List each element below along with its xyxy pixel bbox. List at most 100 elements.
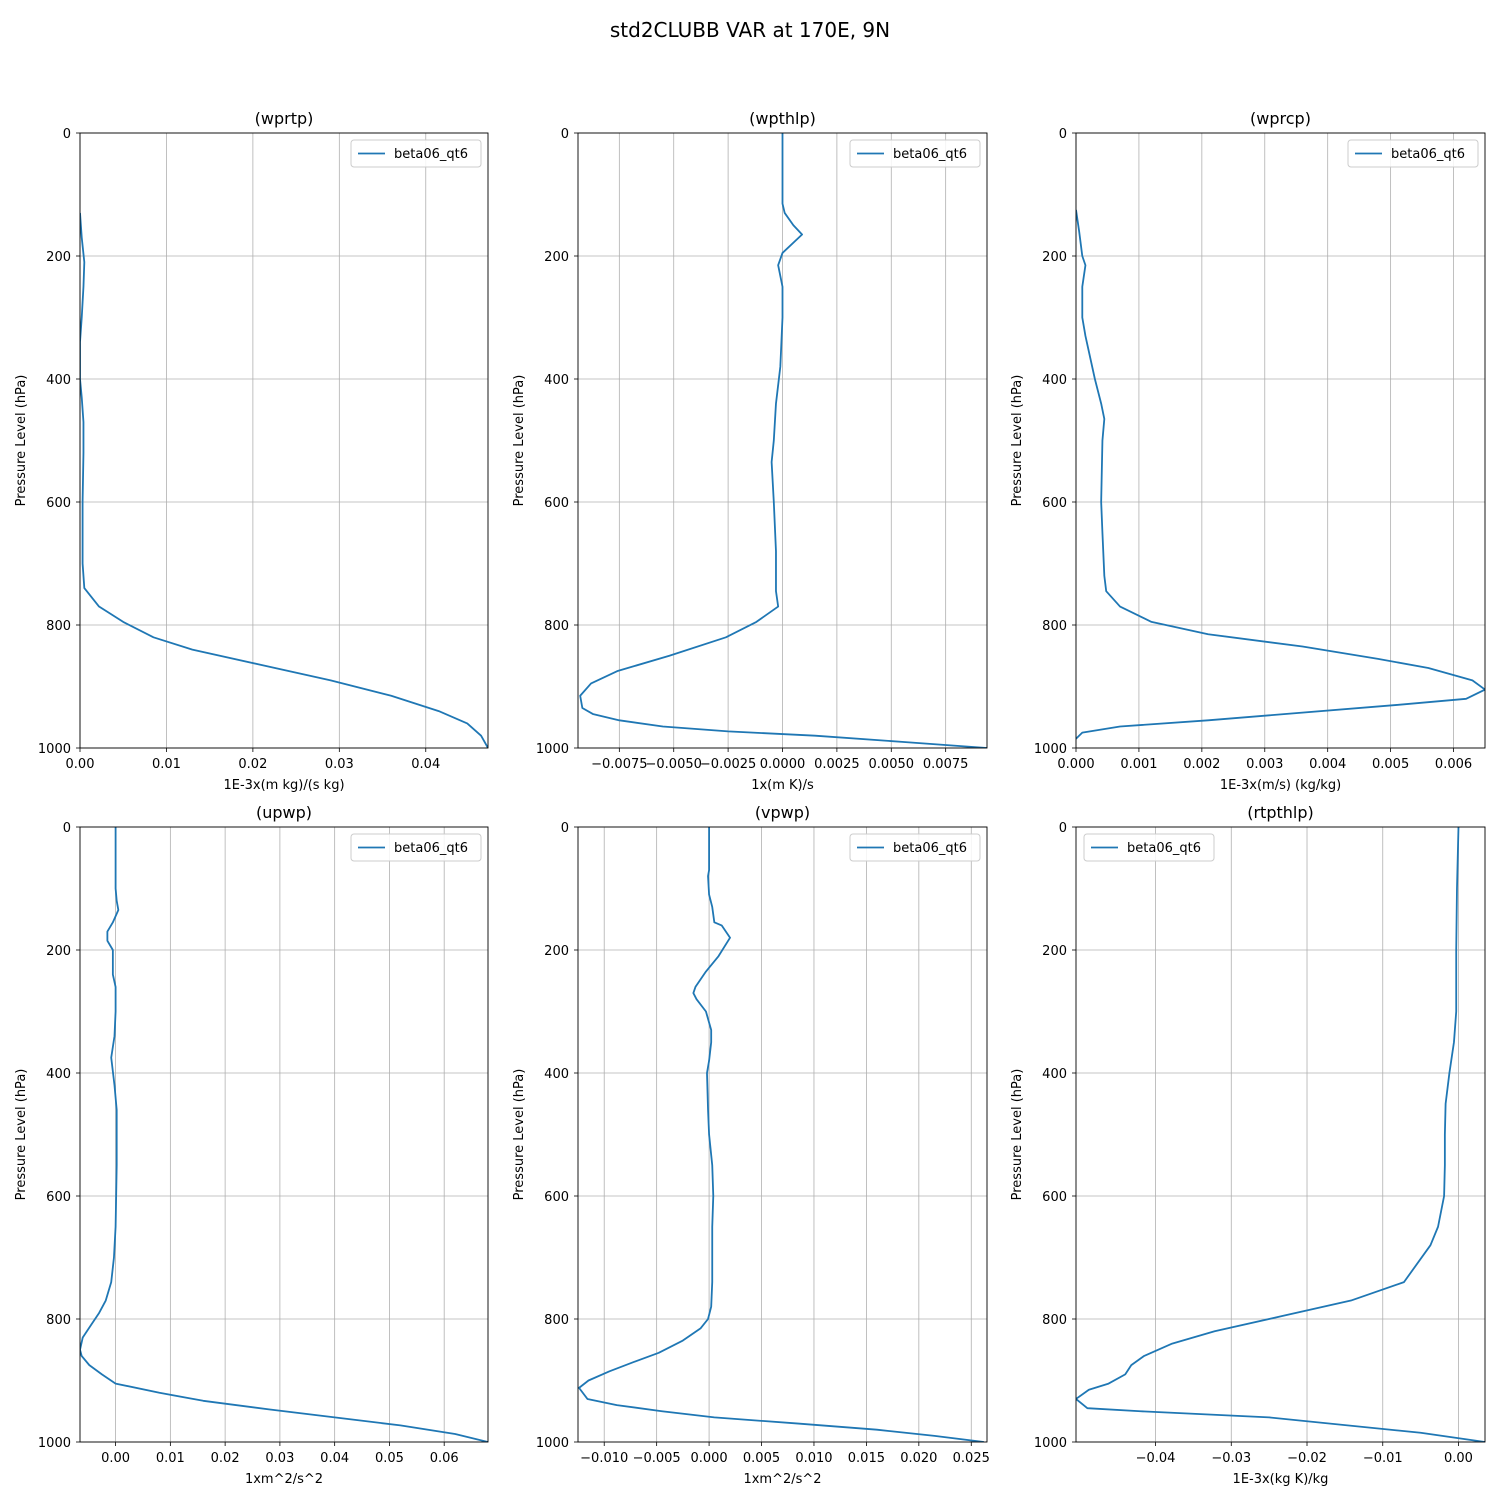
y-tick-label: 800 (544, 1313, 569, 1328)
subplot-3: 0.000 0.001 0.002 0.003 0.004 0.005 0.006 0 200 4… (1010, 109, 1486, 793)
y-tick-label: 0 (561, 127, 569, 142)
y-tick-label: 200 (1042, 250, 1067, 265)
y-tick-label: 1000 (536, 742, 569, 757)
legend-box (849, 833, 981, 862)
x-tick-label: 0.04 (320, 1451, 349, 1466)
y-tick-label: 0 (561, 821, 569, 836)
x-tick-label: 0.010 (795, 1451, 832, 1466)
legend-box (1083, 833, 1215, 862)
legend-label: beta06_qt6 (394, 841, 468, 856)
y-tick-label: 1000 (38, 1436, 71, 1451)
axes-frame (577, 826, 988, 1443)
x-tick-label: 0.005 (1372, 757, 1409, 772)
y-tick-label: 400 (1042, 1067, 1067, 1082)
x-tick-label: 0.0050 (869, 757, 915, 772)
panel-title: (wprtp) (255, 109, 314, 128)
y-tick-label: 800 (46, 619, 71, 634)
axes-frame (79, 132, 489, 749)
x-tick-label: 0.000 (1057, 757, 1094, 772)
x-tick-label: 0.00 (66, 757, 95, 772)
subplot-grid: 0.00 0.01 0.02 0.03 0.04 0 200 400 600 800 1000 (wp… (14, 109, 1486, 1487)
x-tick-label: −0.005 (633, 1451, 681, 1466)
x-tick-label: 0.0025 (814, 757, 860, 772)
legend-box (849, 139, 981, 168)
x-tick-label: 0.001 (1120, 757, 1157, 772)
x-tick-label: −0.03 (1211, 1451, 1251, 1466)
axes-frame (1075, 132, 1486, 749)
x-tick-label: 0.01 (152, 757, 181, 772)
y-tick-label: 600 (544, 496, 569, 511)
x-axis-label: 1x(m K)/s (751, 778, 814, 793)
y-tick-label: 0 (1059, 127, 1067, 142)
y-tick-label: 1000 (1034, 1436, 1067, 1451)
y-axis-label: Pressure Level (hPa) (14, 375, 29, 507)
series-line-1 (579, 133, 987, 748)
y-tick-label: 800 (1042, 1313, 1067, 1328)
y-tick-label: 400 (544, 373, 569, 388)
x-axis-label: 1E-3x(kg K)/kg (1233, 1472, 1329, 1487)
y-tick-label: 1000 (38, 742, 71, 757)
x-tick-label: 0.0075 (923, 757, 969, 772)
y-tick-label: 600 (1042, 1190, 1067, 1205)
legend-label: beta06_qt6 (893, 841, 967, 856)
y-tick-label: 200 (46, 944, 71, 959)
x-tick-label: −0.0075 (591, 757, 647, 772)
y-tick-label: 600 (1042, 496, 1067, 511)
x-tick-label: −0.01 (1363, 1451, 1403, 1466)
legend-label: beta06_qt6 (1391, 147, 1465, 162)
y-tick-label: 1000 (1034, 742, 1067, 757)
y-axis-label: Pressure Level (hPa) (1010, 375, 1025, 507)
x-tick-label: 0.01 (156, 1451, 185, 1466)
y-tick-label: 0 (63, 821, 71, 836)
x-tick-label: 0.00 (101, 1451, 130, 1466)
y-axis-label: Pressure Level (hPa) (1010, 1069, 1025, 1201)
series-line-1 (80, 827, 488, 1442)
y-tick-label: 200 (544, 250, 569, 265)
legend-label: beta06_qt6 (394, 147, 468, 162)
panel-title: (upwp) (256, 803, 312, 822)
x-tick-label: −0.010 (580, 1451, 628, 1466)
x-tick-label: 0.025 (953, 1451, 990, 1466)
y-tick-label: 0 (1059, 821, 1067, 836)
x-tick-label: 0.03 (265, 1451, 294, 1466)
x-tick-label: −0.04 (1136, 1451, 1176, 1466)
figure-title: std2CLUBB VAR at 170E, 9N (610, 18, 890, 42)
axes-frame (79, 826, 489, 1443)
panel-title: (wpthlp) (749, 109, 816, 128)
legend: beta06_qt6 (1347, 139, 1479, 168)
y-tick-label: 400 (544, 1067, 569, 1082)
x-tick-label: 0.005 (743, 1451, 780, 1466)
subplot-6: −0.04 −0.03 −0.02 −0.01 0.00 0 200 400 600 800 100… (1010, 803, 1486, 1487)
y-tick-label: 400 (46, 373, 71, 388)
subplot-2: −0.0075−0.0050−0.0025 0.0000 0.0025 0.0050 0… (512, 109, 988, 793)
x-tick-label: −0.0050 (646, 757, 702, 772)
y-tick-label: 200 (46, 250, 71, 265)
y-tick-label: 0 (63, 127, 71, 142)
y-tick-label: 600 (544, 1190, 569, 1205)
x-tick-label: 0.006 (1435, 757, 1472, 772)
y-tick-label: 200 (1042, 944, 1067, 959)
x-tick-label: 0.004 (1309, 757, 1346, 772)
x-tick-label: 0.003 (1246, 757, 1283, 772)
x-tick-label: 0.000 (690, 1451, 727, 1466)
legend: beta06_qt6 (849, 139, 981, 168)
x-tick-label: 0.00 (1444, 1451, 1473, 1466)
x-axis-label: 1xm^2/s^2 (743, 1472, 821, 1487)
legend-box (350, 833, 482, 862)
y-tick-label: 800 (46, 1313, 71, 1328)
x-tick-label: 0.03 (325, 757, 354, 772)
legend: beta06_qt6 (350, 833, 482, 862)
series-line-1 (578, 827, 984, 1442)
subplot-5: −0.010 −0.005 0.000 0.005 0.010 0.015 0.020 0.0… (512, 803, 990, 1487)
y-axis-label: Pressure Level (hPa) (14, 1069, 29, 1201)
axes-frame (1075, 826, 1486, 1443)
legend: beta06_qt6 (1083, 833, 1215, 862)
x-tick-label: 0.05 (375, 1451, 404, 1466)
x-axis-label: 1E-3x(m/s) (kg/kg) (1220, 778, 1341, 793)
x-tick-label: −0.02 (1287, 1451, 1327, 1466)
legend-label: beta06_qt6 (893, 147, 967, 162)
legend-box (1347, 139, 1479, 168)
x-axis-label: 1xm^2/s^2 (245, 1472, 323, 1487)
x-tick-label: 0.002 (1183, 757, 1220, 772)
